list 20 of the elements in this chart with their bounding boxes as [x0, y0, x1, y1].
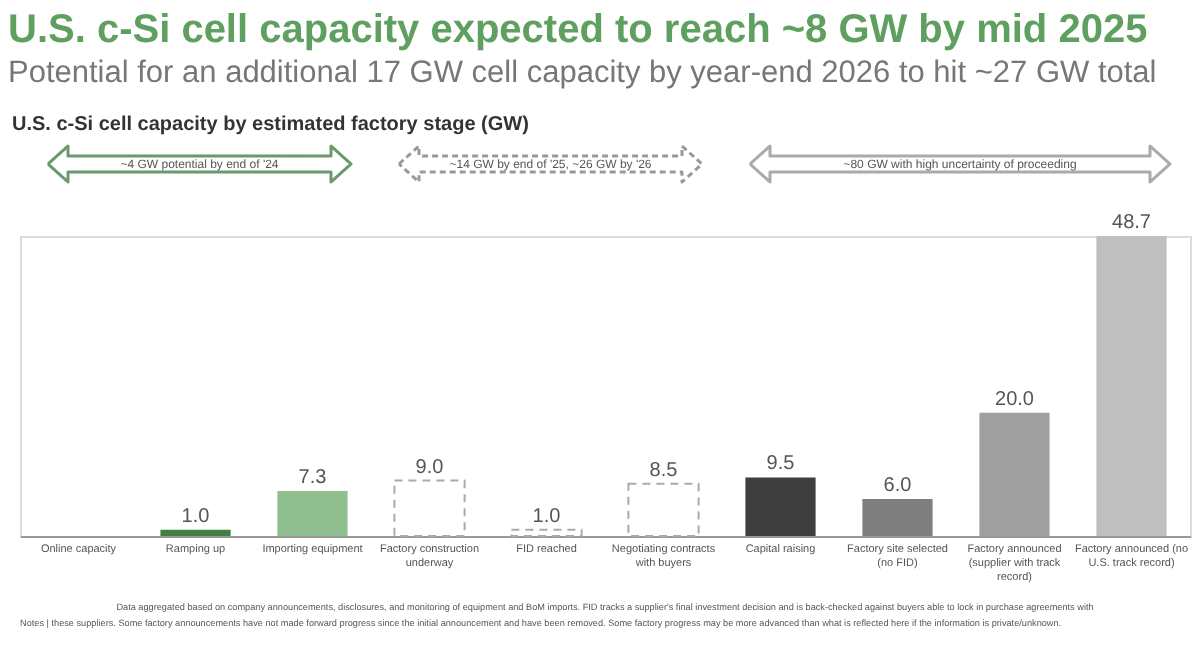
data-label: 48.7 — [1112, 212, 1152, 234]
bar — [393, 479, 466, 537]
bar — [862, 499, 933, 536]
bar — [1096, 236, 1167, 536]
chart-subtitle: Potential for an additional 17 GW cell capacity by year-end 2026 to hit ~27 GW total — [8, 56, 1157, 90]
bar — [510, 528, 583, 537]
data-label: 6.0 — [883, 475, 913, 498]
chart-title: U.S. c-Si cell capacity expected to reach ~8 GW by mid 2025 — [8, 8, 1148, 52]
data-label: 9.5 — [766, 453, 796, 476]
bar — [160, 529, 231, 536]
bar — [745, 477, 816, 536]
data-label: 9.0 — [415, 456, 445, 479]
bar — [277, 491, 348, 536]
data-label: 1.0 — [181, 505, 211, 528]
data-label: 20.0 — [995, 388, 1035, 411]
data-label: 7.3 — [298, 467, 328, 490]
data-label: 8.5 — [649, 459, 679, 482]
text: U.S. c-Si cell capacity by estimated factory stage (GW) — [12, 114, 529, 136]
bar — [627, 482, 700, 537]
data-label: 1.0 — [532, 505, 562, 528]
